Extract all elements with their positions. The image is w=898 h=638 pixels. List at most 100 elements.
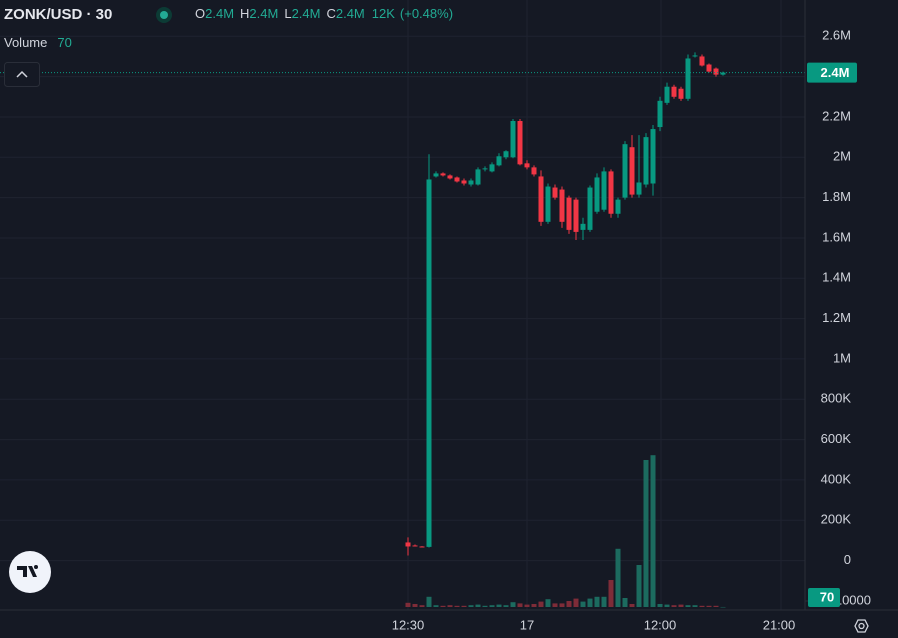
volume-bar [713,605,719,607]
axes: 0 200K 400K 600K 800K 1M 1.2M 1.4M 1.6M 1.8M 2M 2.2… [392,0,871,632]
candle-body [545,186,551,222]
candle-body [608,171,614,214]
volume-bar [608,580,614,607]
volume-bar [699,605,705,607]
volume-bar [482,605,488,607]
h-value: 2.4M [249,6,278,21]
volume-bar [643,460,649,607]
candle-body [419,546,425,548]
candle-body [482,168,488,170]
candle-body [440,173,446,176]
x-tick-label: 12:30 [392,617,425,632]
volume-bar [510,602,516,607]
volume-bar [685,605,691,607]
y-tick-label: 2.2M [822,108,851,123]
candle-body [650,129,656,184]
plot [0,52,805,608]
volume-bar [419,605,425,607]
y-tick-label: 0 [844,552,851,567]
last-price-label: 2.4M [821,65,850,80]
y-tick-label: 1M [833,350,851,365]
volume-bar [678,604,684,607]
h-label: H [240,6,249,21]
y-tick-label: 800K [821,391,852,406]
l-label: L [284,6,291,21]
candle-body [433,173,439,177]
candle-body [573,199,579,232]
volume-bar [636,565,642,607]
x-tick-label: 21:00 [763,617,796,632]
candle-body [468,180,474,185]
candle-body [503,151,509,158]
o-label: O [195,6,205,21]
last-price-badge [807,62,857,83]
legend: ZONK/USD · 30 [4,6,112,23]
candle-body [496,156,502,166]
candle-body [454,177,460,182]
volume-bar [405,602,411,607]
collapse-button[interactable] [4,62,40,87]
candle-body [615,199,621,214]
l-value: 2.4M [292,6,321,21]
volume-legend: Volume 70 [4,35,72,50]
volume-bar [692,605,698,607]
ohlc: O2.4M H2.4M L2.4M C2.4M 12K (+0.48%) [195,6,453,21]
volume-bar [601,596,607,607]
candle-body [552,187,558,198]
volume-bar [440,605,446,607]
candle-body [622,144,628,198]
volume-bar [566,601,572,607]
logo-mark [17,566,37,577]
candle-body [566,197,572,230]
candle-body [447,175,453,179]
volume-bar [545,599,551,607]
candle-body [489,164,495,172]
candle-body [426,179,432,547]
volume-title: Volume [4,35,47,50]
status-dot [160,11,168,19]
volume-bar [461,605,467,607]
volume-bar [657,604,663,607]
volume-bar [615,548,621,607]
volume-bar [552,603,558,607]
candle-body [475,169,481,185]
y-tick-label: 2.8M [822,0,851,2]
candle-body [538,176,544,222]
volume-bar [573,598,579,607]
volume-bar [468,605,474,607]
volume-bar [475,604,481,607]
volume-bar [503,605,509,607]
settings-button[interactable] [854,619,869,633]
y-tick-label: 1.6M [822,229,851,244]
volume-bar [433,605,439,607]
y-tick-label: 2.6M [822,28,851,43]
volume-bar [664,604,670,607]
change-pct: (+0.48%) [400,6,453,21]
volume-bar [720,606,726,608]
x-tick-label: 17 [520,617,534,632]
volume-bar [594,596,600,607]
volume-bar [580,601,586,607]
candle-body [671,86,677,97]
volume-bar [559,603,565,607]
candle-body [692,55,698,57]
volume-bar [538,601,544,607]
c-value: 2.4M [336,6,365,21]
candle-body [685,58,691,99]
candle-body [720,72,726,75]
candle-body [587,187,593,230]
y-tick-label: 600K [821,431,852,446]
symbol: ZONK/USD · 30 [4,6,112,23]
volume-bar [671,605,677,607]
candle-body [461,180,467,184]
volume-bar [587,598,593,607]
x-tick-label: 12:00 [644,617,677,632]
candle-body [524,163,530,168]
o-value: 2.4M [205,6,234,21]
y-tick-label: 1.2M [822,310,851,325]
volume-bar [650,455,656,607]
candle-body [412,545,418,547]
candle-body [699,56,705,66]
